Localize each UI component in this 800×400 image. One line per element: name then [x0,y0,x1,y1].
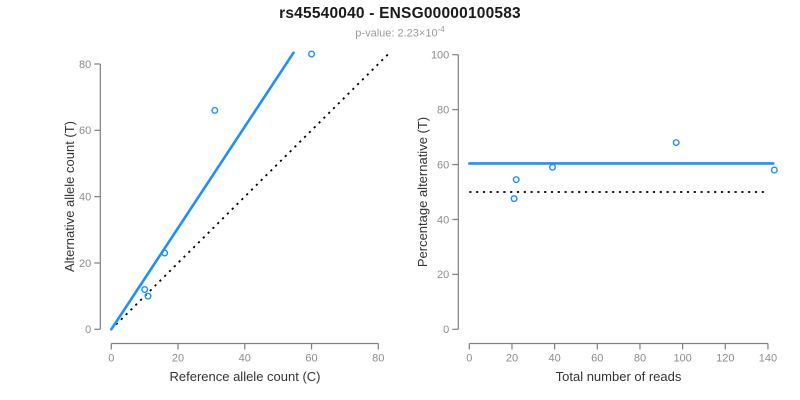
y-axis-title: Alternative allele count (T) [62,121,77,272]
x-tick-label: 60 [591,353,603,365]
page-title: rs45540040 - ENSG00000100583 [279,5,521,22]
pvalue-subtitle: p-value: 2.23×10-4 [0,25,800,40]
percentage-scatter-panel: 0 20 40 60 80 100 120 140 0 20 40 60 80 100 Total numb… [415,50,778,384]
x-tick-label: 20 [506,353,518,365]
allele-count-scatter-panel: 0 20 40 60 80 0 20 40 60 80 Reference allele count… [62,50,389,384]
x-tick-label: 120 [716,353,734,365]
pvalue-mantissa: 2.23×10 [397,27,438,40]
pvalue-exponent: -4 [437,25,445,34]
data-point [308,50,316,58]
y-tick-label: 40 [79,191,91,203]
data-point [512,176,520,184]
x-tick-label: 60 [305,353,317,365]
x-tick-label: 20 [172,353,184,365]
data-point [510,195,518,203]
y-tick-label: 0 [443,324,449,336]
y-tick-label: 100 [431,50,449,62]
y-tick-label: 40 [437,214,449,226]
x-tick-label: 0 [108,353,114,365]
y-tick-label: 60 [437,159,449,171]
data-point [141,286,149,294]
data-point [161,249,169,257]
y-tick-label: 80 [437,104,449,116]
x-tick-label: 40 [549,353,561,365]
y-tick-label: 20 [437,269,449,281]
x-axis-title: Total number of reads [556,369,682,384]
data-point [770,166,778,174]
reference-line [110,53,389,330]
y-tick-label: 20 [79,258,91,270]
data-point [144,292,152,300]
data-point [211,106,219,114]
x-tick-label: 140 [759,353,777,365]
data-point [672,139,680,147]
x-tick-label: 0 [466,353,472,365]
y-tick-label: 80 [79,59,91,71]
y-tick-label: 0 [85,324,91,336]
fit-line [110,51,295,331]
data-point [548,163,556,171]
y-axis-title: Percentage alternative (T) [415,117,430,267]
x-axis-title: Reference allele count (C) [169,369,320,384]
x-tick-label: 100 [673,353,691,365]
x-tick-label: 40 [239,353,251,365]
pvalue-prefix: p-value: [355,27,398,40]
x-tick-label: 80 [372,353,384,365]
y-tick-label: 60 [79,125,91,137]
x-tick-label: 80 [634,353,646,365]
